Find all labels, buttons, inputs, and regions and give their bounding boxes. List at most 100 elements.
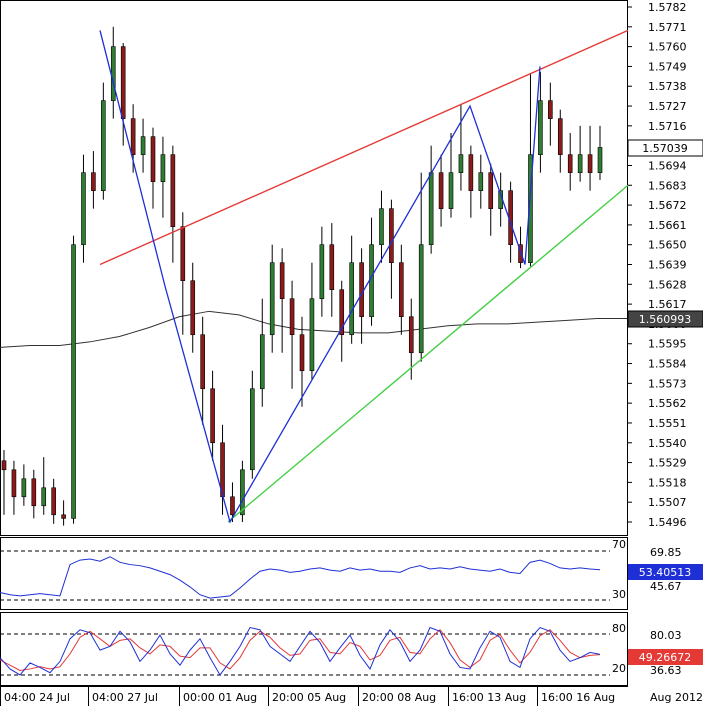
candle (319, 226, 325, 317)
candle (140, 118, 146, 173)
candle-body (359, 262, 364, 318)
candle-body (21, 478, 27, 498)
candle-body (71, 244, 76, 519)
main-panel-frame (0, 0, 628, 536)
stoch-level-high-label: 80 (612, 622, 626, 635)
candle-body (150, 136, 156, 182)
y-tick-label: 1.5507 (648, 496, 687, 509)
candle (259, 298, 265, 407)
candle-body (210, 388, 215, 444)
candle (448, 133, 454, 218)
candle-body (140, 136, 146, 155)
main-axis: 1.5782 1.5771 1.5760 1.5749 1.5738 1.5727 1.57… (628, 1, 687, 529)
candle (110, 26, 116, 119)
support-line (227, 184, 629, 523)
candle-body (309, 298, 315, 372)
candle-body (557, 118, 563, 155)
candle (230, 482, 235, 522)
candle (289, 280, 295, 389)
candle (468, 145, 474, 218)
candle-body (91, 172, 96, 191)
candle-body (339, 289, 345, 336)
candle (418, 172, 424, 362)
candle-body (81, 172, 86, 245)
rsi-line (0, 556, 601, 599)
candle (160, 136, 166, 218)
candle-body (597, 147, 603, 173)
candle (81, 154, 86, 263)
candle-body (170, 154, 176, 227)
y-tick-label: 1.5683 (648, 179, 687, 192)
candle (170, 145, 176, 263)
y-tick-label: 1.5628 (648, 278, 687, 291)
y-tick-label: 1.5529 (648, 457, 687, 470)
candle (200, 316, 205, 425)
candle-body (408, 316, 414, 354)
y-tick-label: 1.5540 (648, 437, 687, 450)
pattern-zigzag (99, 30, 541, 524)
candle (299, 316, 305, 407)
candle (538, 71, 543, 173)
candle-body (61, 514, 66, 519)
x-tick-label: 20:00 05 Aug (272, 691, 346, 704)
y-tick-label: 1.5672 (648, 199, 687, 212)
candle-body (567, 154, 573, 173)
y-tick-label: 1.5595 (648, 338, 687, 351)
candle (428, 145, 434, 254)
candle-body (279, 262, 285, 300)
candle (150, 127, 156, 209)
candles-layer (1, 26, 603, 526)
candle-body (1, 460, 7, 471)
y-tick-label: 1.5551 (648, 417, 687, 430)
candle-body (329, 244, 335, 291)
candle (577, 125, 583, 182)
candle-body (399, 262, 404, 318)
candle (1, 449, 7, 515)
x-tick-label: 16:00 13 Aug (452, 691, 526, 704)
y-tick-label: 1.5661 (648, 219, 687, 232)
candle-body (389, 208, 394, 263)
y-tick-label: 1.5771 (648, 21, 687, 34)
candle-body (319, 244, 325, 300)
candle-body (488, 172, 494, 209)
candle (210, 370, 215, 461)
x-tick-label: 20:00 08 Aug (362, 691, 436, 704)
candle (478, 154, 484, 209)
candle-body (110, 46, 116, 101)
candle-body (120, 46, 126, 119)
x-tick-label: 04:00 27 Jul (92, 691, 158, 704)
candle (269, 244, 275, 353)
candle-body (369, 244, 374, 318)
stoch-axis-bottom: 36.63 (650, 664, 682, 677)
candle-body (528, 154, 533, 263)
candle (31, 469, 37, 519)
candle-body (130, 118, 136, 155)
x-tick-label: 16:00 16 Aug (541, 691, 615, 704)
candle (518, 226, 523, 269)
y-tick-label: 1.5749 (648, 60, 687, 73)
candle (329, 223, 335, 317)
ma-tag: 1.560993 (627, 310, 703, 328)
candle (71, 235, 76, 524)
candle (408, 298, 414, 380)
candle-body (31, 478, 37, 507)
stoch-tag-text: 49.26672 (639, 651, 692, 664)
x-tick-label: 00:00 01 Aug (183, 691, 257, 704)
candle (597, 125, 603, 180)
y-tick-label: 1.5738 (648, 80, 687, 93)
candle (349, 235, 354, 344)
candle-body (180, 226, 186, 282)
stoch-axis-top: 80.03 (650, 629, 682, 642)
candle-body (577, 154, 583, 173)
rsi-level-low-label: 30 (612, 588, 626, 601)
candle (557, 109, 563, 173)
ma-tag-text: 1.560993 (639, 313, 692, 326)
candle (309, 262, 315, 380)
stoch-tag: 49.26672 (628, 649, 703, 665)
y-tick-label: 1.5760 (648, 41, 687, 54)
candle-body (11, 469, 17, 498)
candle-body (448, 172, 454, 209)
y-tick-label: 1.5573 (648, 377, 687, 390)
